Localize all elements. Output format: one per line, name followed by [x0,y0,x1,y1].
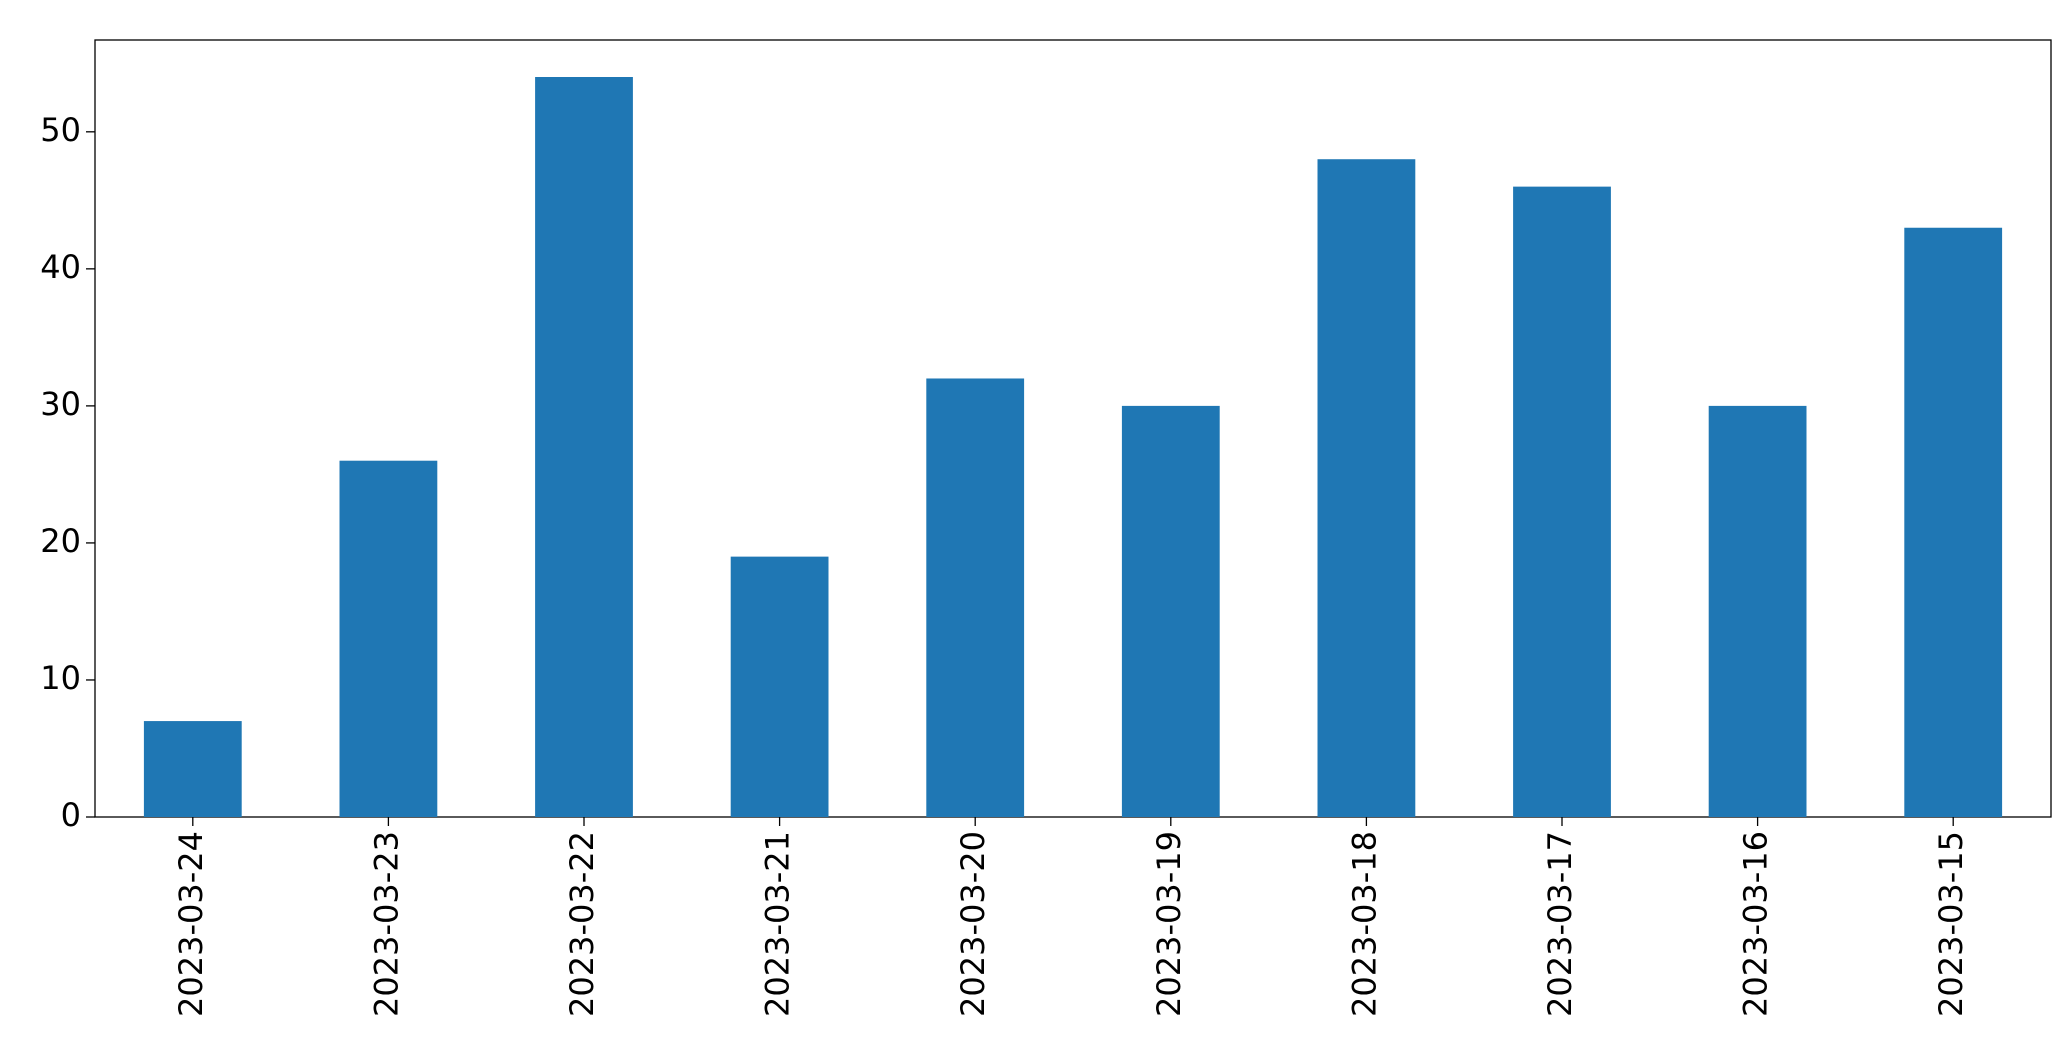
x-tick-label: 2023-03-22 [563,831,601,1017]
bar [730,556,829,817]
x-tick-label: 2023-03-23 [367,831,405,1017]
bar [926,378,1025,817]
bar [143,721,242,817]
bar [1904,227,2003,818]
plot-frame [94,39,2052,818]
y-tick-label: 30 [40,385,81,423]
y-tick-label: 0 [61,796,81,834]
bar [339,460,438,817]
bar [535,77,633,817]
y-tick-label: 10 [40,659,81,697]
x-tick-label: 2023-03-15 [1932,831,1970,1017]
x-tick-label: 2023-03-18 [1345,831,1383,1017]
y-tick-label: 50 [40,111,81,149]
bar [1121,405,1220,817]
y-tick-label: 20 [40,522,81,560]
x-tick-label: 2023-03-24 [172,831,210,1017]
bar [1708,405,1807,817]
x-tick-label: 2023-03-20 [954,831,992,1017]
y-tick-label: 40 [40,248,81,286]
x-tick-label: 2023-03-21 [759,831,797,1017]
bar [1317,159,1416,817]
x-tick-label: 2023-03-16 [1737,831,1775,1017]
bar [1513,186,1611,817]
x-tick-label: 2023-03-17 [1541,831,1579,1017]
x-tick-label: 2023-03-19 [1150,831,1188,1017]
